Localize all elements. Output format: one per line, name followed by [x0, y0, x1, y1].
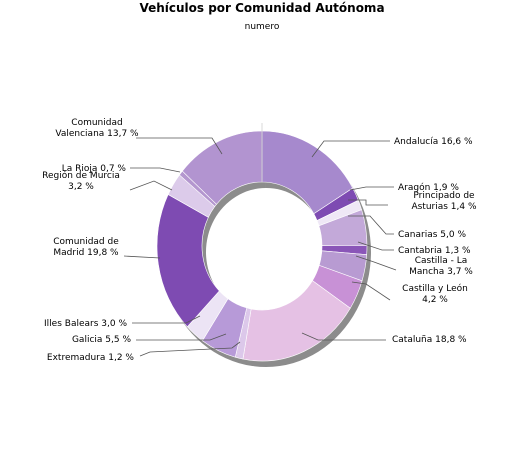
slice-label-9: Galicia 5,5 % [72, 335, 131, 345]
slice-label-7: Cataluña 18,8 % [392, 335, 467, 345]
leader-lines [123, 123, 397, 357]
leader-line-7 [301, 332, 386, 341]
leader-line-14 [136, 137, 223, 155]
slice-labels: Andalucía 16,6 % Aragón 1,9 %Principado d… [42, 118, 477, 363]
slice-label-4: Cantabria 1,3 % [398, 246, 471, 256]
chart-title: Vehículos por Comunidad Autónoma [139, 1, 384, 15]
leader-line-2 [348, 199, 388, 206]
leader-line-3 [348, 215, 394, 235]
slice-label-6: Castilla y León 4,2 % [402, 283, 468, 305]
slice-label-13: La Rioja 0,7 % [62, 164, 127, 174]
leader-line-8 [139, 341, 241, 357]
leader-line-9 [136, 333, 227, 341]
slice-label-1: Aragón 1,9 % [398, 182, 459, 193]
slice-label-2: Principado de Asturias 1,4 % [411, 191, 477, 212]
slice-label-5: Castilla - La Mancha 3,7 % [409, 256, 473, 277]
slice-label-12: Región de Murcia 3,2 % [42, 170, 120, 192]
donut-slices [156, 130, 368, 362]
leader-line-0 [311, 140, 390, 158]
leader-line-11 [123, 255, 161, 259]
slice-label-11: Comunidad de Madrid 19,8 % [53, 237, 119, 258]
leader-line-6 [351, 281, 391, 301]
leader-line-5 [355, 255, 397, 271]
leader-line-4 [357, 241, 394, 251]
slice-label-10: Illes Balears 3,0 % [44, 319, 127, 329]
leader-line-13 [130, 167, 181, 173]
leader-line-1 [349, 186, 394, 191]
slice-label-3: Canarias 5,0 % [398, 230, 466, 240]
slice-label-0: Andalucía 16,6 % [394, 137, 473, 147]
leader-line-10 [132, 315, 201, 324]
leader-line-12 [129, 180, 173, 191]
slice-label-8: Extremadura 1,2 % [47, 353, 135, 363]
chart-subtitle: numero [245, 22, 280, 32]
slice-label-14: Comunidad Valenciana 13,7 % [55, 118, 139, 139]
pie-slice-11 [156, 194, 220, 328]
